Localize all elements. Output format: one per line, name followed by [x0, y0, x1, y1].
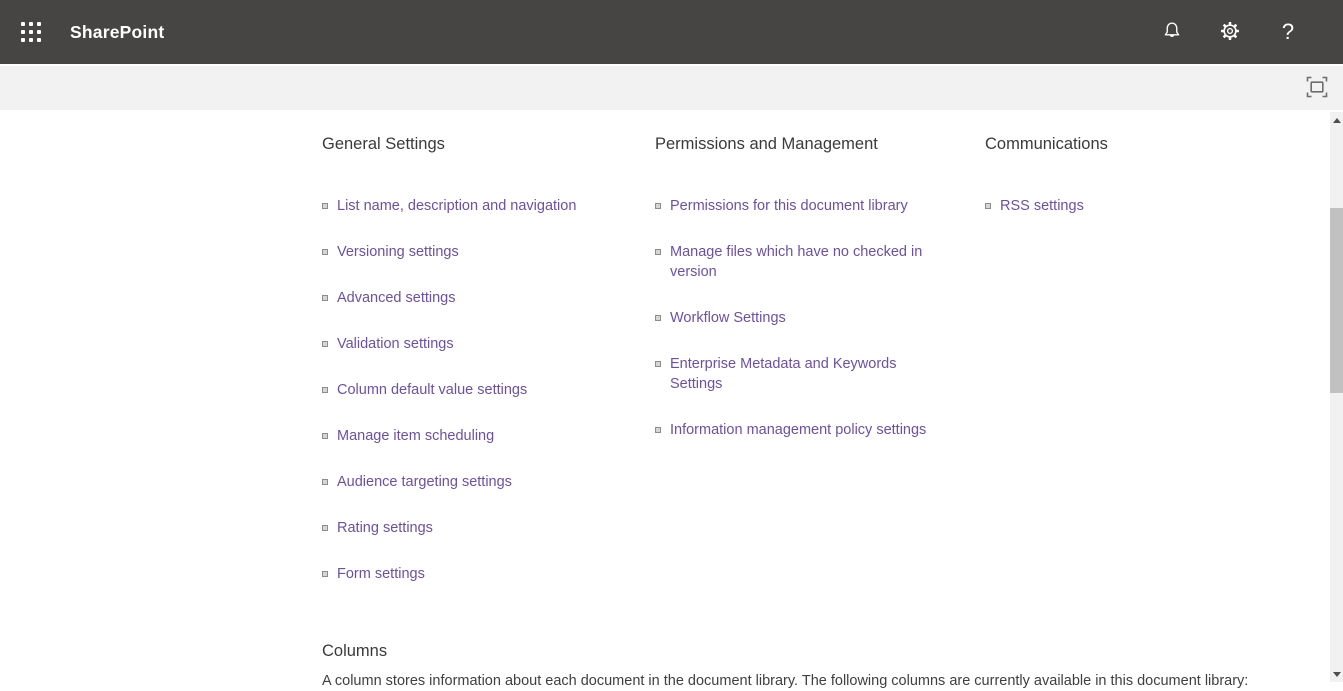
suite-bar: SharePoint: [0, 0, 1343, 64]
link-workflow-settings[interactable]: Workflow Settings: [670, 310, 786, 326]
list-item: Information management policy settings: [655, 420, 947, 440]
link-list-name-description-navigation[interactable]: List name, description and navigation: [337, 198, 577, 214]
list-item: Column default value settings: [322, 380, 614, 400]
square-bullet-icon: [322, 203, 328, 209]
link-versioning-settings[interactable]: Versioning settings: [337, 244, 459, 260]
square-bullet-icon: [322, 571, 328, 577]
suite-bar-actions: ?: [1143, 0, 1343, 64]
focus-mode-button[interactable]: [1303, 73, 1331, 104]
scroll-down-arrow-icon: [1332, 671, 1341, 677]
list-item: Enterprise Metadata and Keywords Setting…: [655, 354, 947, 394]
square-bullet-icon: [322, 433, 328, 439]
scroll-up-arrow-icon: [1332, 117, 1341, 123]
list-item: Manage item scheduling: [322, 426, 614, 446]
link-information-management-policy-settings[interactable]: Information management policy settings: [670, 422, 927, 438]
square-bullet-icon: [322, 341, 328, 347]
scrollbar-thumb[interactable]: [1330, 208, 1343, 393]
square-bullet-icon: [322, 479, 328, 485]
bell-icon: [1161, 20, 1183, 45]
section-title: General Settings: [322, 135, 445, 153]
link-form-settings[interactable]: Form settings: [337, 566, 425, 582]
section-permissions-management: Permissions and Management Permissions f…: [655, 133, 985, 610]
communications-links: RSS settings: [985, 196, 1277, 216]
list-item: List name, description and navigation: [322, 196, 614, 216]
square-bullet-icon: [322, 249, 328, 255]
app-launcher-icon: [21, 22, 41, 42]
link-advanced-settings[interactable]: Advanced settings: [337, 290, 456, 306]
app-launcher-button[interactable]: [0, 0, 62, 64]
square-bullet-icon: [322, 525, 328, 531]
settings-columns-row: General Settings List name, description …: [322, 133, 1313, 610]
page-toolbar: [0, 64, 1343, 110]
list-item: Form settings: [322, 564, 614, 584]
link-validation-settings[interactable]: Validation settings: [337, 336, 454, 352]
list-item: Advanced settings: [322, 288, 614, 308]
link-column-default-value-settings[interactable]: Column default value settings: [337, 382, 528, 398]
section-communications: Communications RSS settings: [985, 133, 1285, 610]
link-enterprise-metadata-keywords-settings[interactable]: Enterprise Metadata and Keywords Setting…: [670, 356, 897, 392]
focus-mode-icon: [1305, 75, 1329, 102]
link-audience-targeting-settings[interactable]: Audience targeting settings: [337, 474, 512, 490]
section-title: Permissions and Management: [655, 135, 878, 153]
settings-button[interactable]: [1201, 0, 1259, 64]
square-bullet-icon: [655, 361, 661, 367]
vertical-scrollbar[interactable]: [1330, 112, 1343, 682]
square-bullet-icon: [655, 427, 661, 433]
app-title: SharePoint: [70, 21, 165, 42]
list-item: Manage files which have no checked in ve…: [655, 242, 947, 282]
scroll-down-button[interactable]: [1330, 666, 1343, 682]
list-item: Permissions for this document library: [655, 196, 947, 216]
help-icon: ?: [1281, 19, 1295, 44]
square-bullet-icon: [655, 315, 661, 321]
columns-section-description: A column stores information about each d…: [322, 673, 1249, 689]
link-rating-settings[interactable]: Rating settings: [337, 520, 433, 536]
square-bullet-icon: [655, 203, 661, 209]
square-bullet-icon: [322, 387, 328, 393]
permissions-management-links: Permissions for this document library Ma…: [655, 196, 947, 440]
list-item: Validation settings: [322, 334, 614, 354]
link-rss-settings[interactable]: RSS settings: [1000, 198, 1084, 214]
square-bullet-icon: [322, 295, 328, 301]
library-settings-content: General Settings List name, description …: [0, 110, 1343, 691]
list-item: Rating settings: [322, 518, 614, 538]
general-settings-links: List name, description and navigation Ve…: [322, 196, 614, 584]
columns-section-title: Columns: [322, 642, 388, 660]
columns-section: Columns A column stores information abou…: [322, 640, 1313, 691]
notifications-button[interactable]: [1143, 0, 1201, 64]
help-button[interactable]: ?: [1259, 0, 1317, 64]
list-item: RSS settings: [985, 196, 1277, 216]
section-title: Communications: [985, 135, 1108, 153]
scroll-up-button[interactable]: [1330, 112, 1343, 128]
list-item: Audience targeting settings: [322, 472, 614, 492]
square-bullet-icon: [655, 249, 661, 255]
list-item: Versioning settings: [322, 242, 614, 262]
list-item: Workflow Settings: [655, 308, 947, 328]
section-general-settings: General Settings List name, description …: [322, 133, 655, 610]
square-bullet-icon: [985, 203, 991, 209]
link-manage-item-scheduling[interactable]: Manage item scheduling: [337, 428, 495, 444]
link-permissions-document-library[interactable]: Permissions for this document library: [670, 198, 908, 214]
gear-icon: [1219, 20, 1241, 45]
link-manage-files-no-checked-in-version[interactable]: Manage files which have no checked in ve…: [670, 244, 923, 280]
